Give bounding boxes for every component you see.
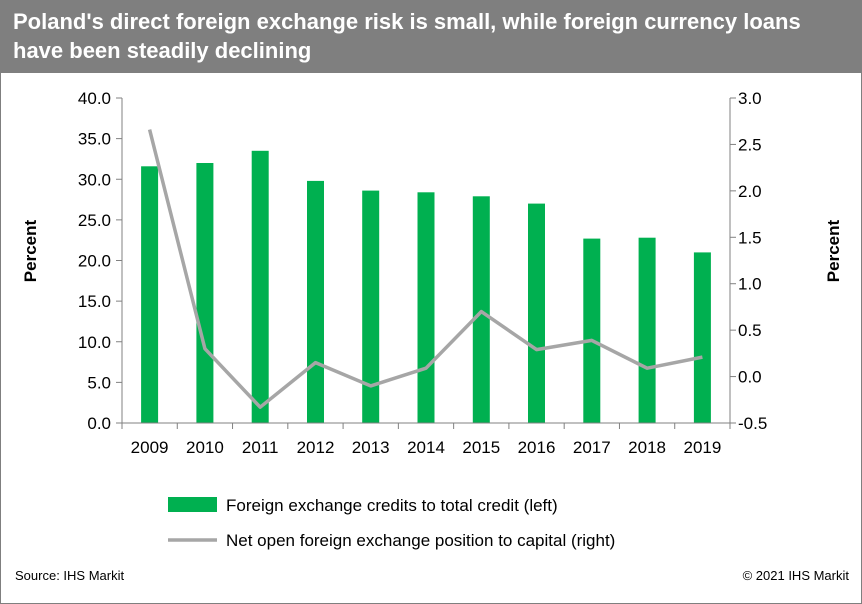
y-left-tick-label: 10.0 <box>78 333 111 352</box>
y-left-tick-label: 5.0 <box>87 373 111 392</box>
bar-2014 <box>417 192 435 424</box>
x-tick-label: 2011 <box>242 438 279 457</box>
x-tick-label: 2009 <box>131 438 169 457</box>
y-left-tick-label: 40.0 <box>78 89 111 108</box>
y-right-tick-label: 0.5 <box>738 321 762 340</box>
x-tick-label: 2018 <box>628 438 666 457</box>
y-left-tick-label: 20.0 <box>78 252 111 271</box>
y-right-tick-label: 2.0 <box>738 182 762 201</box>
y-axis-right-label: Percent <box>824 219 843 282</box>
x-tick-label: 2017 <box>573 438 611 457</box>
y-right-tick-label: 1.5 <box>738 228 762 247</box>
bar-series <box>141 150 711 424</box>
x-tick-label: 2012 <box>297 438 335 457</box>
y-left-tick-label: 35.0 <box>78 130 111 149</box>
bar-2012 <box>307 180 324 423</box>
legend: Foreign exchange credits to total credit… <box>168 496 615 550</box>
chart-title: Poland's direct foreign exchange risk is… <box>13 9 801 63</box>
bar-2018 <box>638 237 656 423</box>
tick-labels: 2009 2010 2011 2012 2013 2014 2015 2016 2017 2018… <box>78 89 767 457</box>
source-note: Source: IHS Markit <box>15 568 125 583</box>
y-left-tick-label: 30.0 <box>78 170 111 189</box>
y-left-tick-label: 0.0 <box>87 414 111 433</box>
axes <box>116 97 736 429</box>
y-axis-left-label: Percent <box>21 219 40 282</box>
y-left-tick-label: 15.0 <box>78 292 111 311</box>
x-tick-label: 2015 <box>462 438 500 457</box>
legend-bar-swatch <box>168 497 217 512</box>
legend-line-label: Net open foreign exchange position to ca… <box>226 531 615 550</box>
bar-2009 <box>141 166 159 424</box>
copyright-note: © 2021 IHS Markit <box>742 568 849 583</box>
x-tick-label: 2013 <box>352 438 390 457</box>
bar-2013 <box>362 190 380 423</box>
y-right-tick-label: 1.0 <box>738 275 762 294</box>
bar-2010 <box>196 163 214 423</box>
chart-area: 2009 2010 2011 2012 2013 2014 2015 2016 2017 2018… <box>21 89 843 550</box>
x-tick-label: 2019 <box>683 438 721 457</box>
bar-2019 <box>693 252 711 423</box>
bar-2016 <box>528 203 545 423</box>
y-right-tick-label: 2.5 <box>738 135 762 154</box>
bar-2011 <box>251 150 269 424</box>
legend-bar-label: Foreign exchange credits to total credit… <box>226 496 558 515</box>
title-banner: Poland's direct foreign exchange risk is… <box>1 1 861 73</box>
y-right-tick-label: -0.5 <box>738 414 767 433</box>
x-tick-label: 2010 <box>186 438 224 457</box>
y-left-tick-label: 25.0 <box>78 211 111 230</box>
y-right-tick-label: 0.0 <box>738 368 762 387</box>
x-tick-label: 2016 <box>518 438 556 457</box>
bar-2015 <box>472 196 490 423</box>
x-tick-label: 2014 <box>407 438 445 457</box>
line-series <box>147 129 703 409</box>
y-right-tick-label: 3.0 <box>738 89 762 108</box>
bar-2017 <box>583 238 601 423</box>
